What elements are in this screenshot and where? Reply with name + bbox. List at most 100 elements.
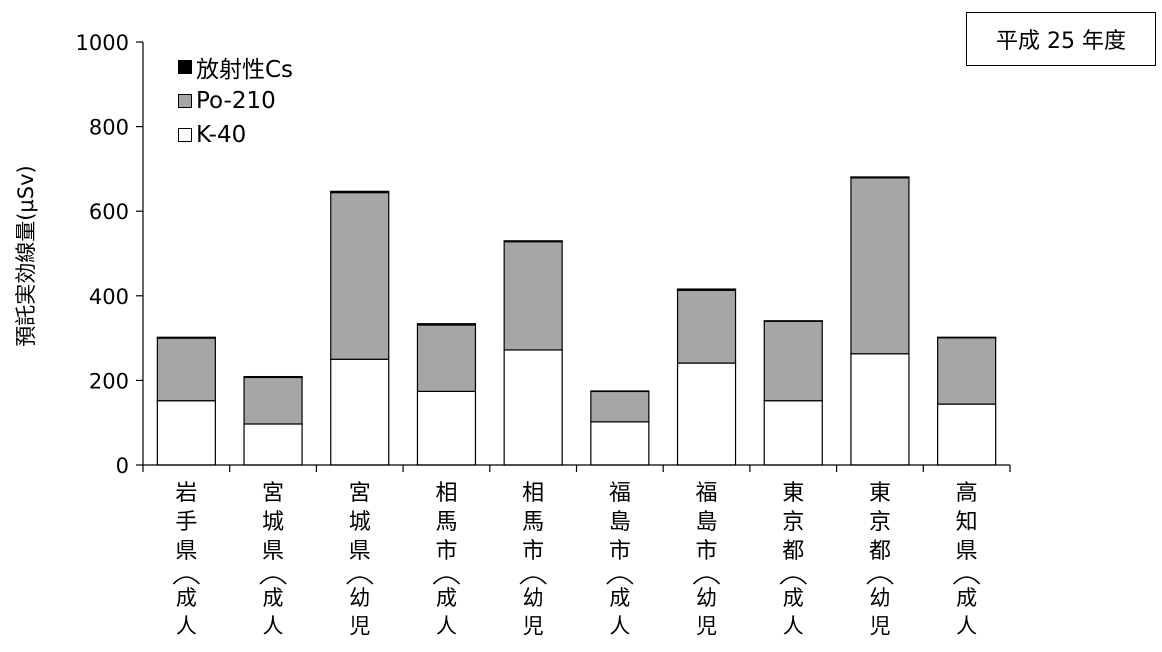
bar-segment-k40-1 — [243, 423, 303, 466]
bar-segment-k40-9 — [937, 403, 997, 466]
bar-segment-po210-0 — [156, 337, 216, 402]
x-group-open-paren — [519, 576, 547, 585]
bar-segment-po210-8 — [850, 177, 910, 355]
bar-segment-po210-4 — [503, 241, 563, 351]
bar-segment-po210-5 — [590, 390, 650, 423]
legend-swatch-cs — [178, 60, 192, 74]
bar-segment-cs-4 — [503, 240, 563, 243]
x-group-label-char: 幼 — [869, 586, 890, 610]
legend-label-k40: K-40 — [196, 122, 247, 148]
bar-segment-cs-8 — [850, 176, 910, 179]
x-group-label-char: 児 — [869, 614, 890, 638]
x-group-label-char: 成 — [436, 586, 457, 610]
bar-segment-k40-7 — [763, 400, 823, 466]
legend-swatch-po210 — [178, 94, 192, 108]
x-group-label-char: 人 — [263, 614, 284, 638]
x-tick-label-char: 市 — [522, 539, 544, 564]
bar-segment-cs-7 — [763, 320, 823, 322]
y-tick-label: 400 — [89, 285, 129, 309]
x-tick-label-char: 馬 — [435, 510, 457, 535]
y-tick-label: 600 — [89, 200, 129, 224]
bar-segment-cs-3 — [416, 323, 477, 326]
y-axis-label: 預託実効線量(μSv) — [14, 165, 38, 347]
x-tick-label-char: 都 — [869, 539, 891, 564]
x-group-label-char: 人 — [783, 614, 804, 638]
x-group-label-char: 児 — [696, 614, 717, 638]
y-tick-label: 800 — [89, 116, 129, 140]
x-tick-label-char: 京 — [869, 510, 891, 535]
x-tick-label-char: 県 — [262, 539, 284, 564]
x-tick-label-char: 県 — [956, 539, 978, 564]
x-tick-label-char: 城 — [349, 510, 371, 535]
x-tick-label-char: 市 — [609, 539, 631, 564]
x-group-label-char: 成 — [956, 586, 977, 610]
x-tick-label-char: 県 — [175, 539, 197, 564]
x-group-label-char: 人 — [956, 614, 977, 638]
x-tick-label-char: 宮 — [262, 481, 284, 506]
bar-segment-cs-6 — [676, 288, 737, 291]
bar-segment-cs-5 — [590, 390, 650, 393]
bar-segment-po210-3 — [416, 324, 477, 392]
y-tick-label: 0 — [116, 454, 129, 478]
bar-segment-po210-7 — [763, 320, 823, 402]
x-group-label-char: 人 — [436, 614, 457, 638]
x-group-label-char: 人 — [176, 614, 197, 638]
bar-segment-po210-2 — [330, 191, 390, 360]
x-tick-label-char: 相 — [435, 481, 457, 506]
legend-label-cs: 放射性Cs — [196, 57, 294, 83]
x-tick-label-char: 県 — [349, 539, 371, 564]
x-group-label-char: 幼 — [349, 586, 370, 610]
legend: 放射性Cs Po-210 K-40 — [178, 50, 293, 152]
x-group-open-paren — [346, 576, 374, 585]
x-tick-label-char: 福 — [609, 481, 631, 506]
x-group-label-char: 幼 — [696, 586, 717, 610]
x-group-open-paren — [779, 576, 807, 585]
x-group-open-paren — [259, 576, 287, 585]
bar-segment-k40-0 — [156, 400, 216, 466]
y-tick-label: 1000 — [76, 31, 129, 55]
x-group-label-char: 人 — [609, 614, 630, 638]
legend-item-po210: Po-210 — [178, 84, 293, 118]
x-group-label-char: 児 — [523, 614, 544, 638]
year-label: 平成 25 年度 — [996, 29, 1126, 54]
x-group-open-paren — [172, 576, 200, 585]
x-tick-label-char: 知 — [956, 510, 978, 535]
bar-segment-cs-2 — [330, 190, 390, 194]
x-tick-label-char: 島 — [609, 510, 631, 535]
x-group-label-char: 成 — [609, 586, 630, 610]
x-tick-label-char: 市 — [696, 539, 718, 564]
bar-segment-cs-0 — [156, 336, 216, 339]
legend-item-cs: 放射性Cs — [178, 50, 293, 84]
x-group-label-char: 成 — [783, 586, 804, 610]
x-tick-label-char: 城 — [262, 510, 284, 535]
bar-segment-po210-6 — [676, 289, 737, 364]
x-group-open-paren — [606, 576, 634, 585]
x-tick-label-char: 手 — [175, 510, 197, 535]
bar-segment-po210-9 — [937, 337, 997, 405]
x-tick-label-char: 高 — [956, 481, 978, 506]
bar-segment-cs-9 — [937, 336, 997, 339]
bar-segment-k40-3 — [416, 390, 477, 466]
bar-segment-k40-8 — [850, 353, 910, 466]
bar-segment-k40-5 — [590, 421, 650, 466]
bar-segment-k40-4 — [503, 349, 563, 466]
x-tick-label-char: 島 — [696, 510, 718, 535]
x-tick-label-char: 市 — [435, 539, 457, 564]
x-group-label-char: 幼 — [523, 586, 544, 610]
legend-swatch-k40 — [178, 128, 192, 142]
x-group-open-paren — [953, 576, 981, 585]
bar-segment-k40-2 — [330, 358, 390, 466]
year-label-box: 平成 25 年度 — [966, 12, 1156, 66]
x-group-open-paren — [866, 576, 894, 585]
x-group-label-char: 成 — [263, 586, 284, 610]
x-tick-label-char: 馬 — [522, 510, 544, 535]
x-tick-label-char: 岩 — [175, 481, 197, 506]
x-tick-label-char: 京 — [782, 510, 804, 535]
bar-segment-cs-1 — [243, 375, 303, 379]
x-group-label-char: 成 — [176, 586, 197, 610]
x-tick-label-char: 東 — [782, 481, 804, 506]
bar-segment-k40-6 — [676, 362, 737, 466]
x-tick-label-char: 相 — [522, 481, 544, 506]
